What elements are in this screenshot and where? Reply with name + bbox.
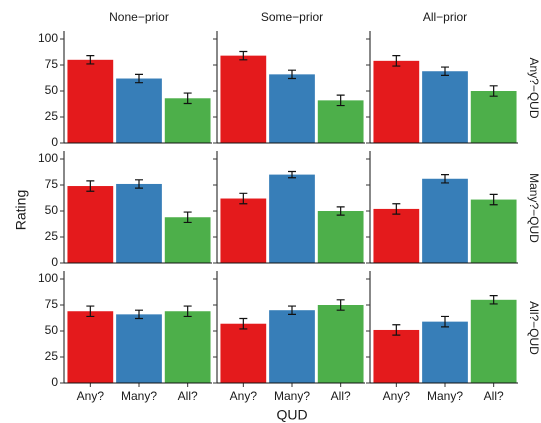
error-bar — [135, 309, 143, 320]
y-tick-label: 0 — [51, 375, 58, 389]
y-tick-label: 25 — [45, 109, 59, 123]
error-bar — [392, 55, 401, 67]
bar — [373, 208, 420, 263]
error-bar — [239, 192, 248, 205]
y-tick-label: 50 — [45, 83, 59, 97]
y-tick-label: 75 — [45, 177, 59, 191]
bar — [317, 211, 364, 263]
error-bar — [239, 50, 248, 61]
bar — [470, 299, 517, 383]
bar — [220, 198, 267, 263]
bar — [116, 314, 162, 383]
bar — [67, 59, 114, 143]
bar — [422, 321, 468, 383]
error-bar — [336, 206, 345, 216]
bar — [164, 217, 211, 263]
x-tick-label: Many? — [427, 389, 463, 403]
bar — [422, 178, 468, 263]
bar — [116, 78, 162, 143]
x-axis-title: QUD — [276, 407, 307, 423]
y-tick-label: 0 — [51, 135, 58, 149]
y-tick-label: 100 — [38, 151, 58, 165]
error-bar — [86, 180, 95, 192]
error-bar — [183, 305, 192, 318]
row-strip-label: All?−QUD — [527, 301, 541, 355]
y-axis-title: Rating — [13, 190, 29, 230]
column-title: None−prior — [109, 10, 169, 24]
bar — [470, 91, 517, 143]
x-tick-label: Any? — [77, 389, 105, 403]
error-bar — [441, 315, 449, 328]
column-title: Some−prior — [261, 10, 323, 24]
error-bar — [183, 211, 192, 224]
bar — [220, 55, 267, 143]
x-tick-label: Any? — [383, 389, 411, 403]
bar — [269, 310, 315, 383]
row-strip-label: Many?−QUD — [527, 173, 541, 243]
bar — [470, 199, 517, 263]
error-bar — [288, 305, 296, 315]
error-bar — [489, 295, 498, 305]
y-tick-label: 25 — [45, 229, 59, 243]
y-tick-label: 100 — [38, 271, 58, 285]
bar — [116, 183, 162, 263]
error-bar — [86, 305, 95, 318]
error-bar — [392, 324, 401, 336]
error-bar — [288, 170, 296, 179]
y-tick-label: 75 — [45, 57, 59, 71]
x-tick-label: Any? — [230, 389, 258, 403]
y-tick-label: 25 — [45, 349, 59, 363]
bar — [373, 60, 420, 144]
bar — [164, 98, 211, 143]
x-tick-label: All? — [178, 389, 198, 403]
error-bar — [336, 299, 345, 311]
y-tick-label: 75 — [45, 297, 59, 311]
bar — [67, 186, 114, 263]
error-bar — [86, 55, 95, 65]
row-strip-label: Any?−QUD — [527, 57, 541, 118]
y-tick-label: 50 — [45, 203, 59, 217]
bar — [317, 100, 364, 143]
x-tick-label: All? — [484, 389, 504, 403]
bar — [373, 329, 420, 383]
bar — [317, 305, 364, 383]
bar — [269, 174, 315, 263]
error-bar — [135, 73, 143, 84]
x-tick-label: Many? — [121, 389, 157, 403]
error-bar — [392, 203, 401, 215]
bar — [422, 71, 468, 143]
error-bar — [183, 92, 192, 105]
error-bar — [239, 317, 248, 330]
error-bar — [441, 174, 449, 184]
error-bar — [336, 94, 345, 107]
bar — [67, 311, 114, 383]
column-title: All−prior — [423, 10, 467, 24]
x-tick-label: All? — [331, 389, 351, 403]
error-bar — [489, 85, 498, 97]
x-tick-label: Many? — [274, 389, 310, 403]
error-bar — [441, 66, 449, 76]
y-tick-label: 100 — [38, 31, 58, 45]
bar — [220, 323, 267, 383]
y-tick-label: 0 — [51, 255, 58, 269]
y-tick-label: 50 — [45, 323, 59, 337]
error-bar — [135, 179, 143, 189]
error-bar — [288, 69, 296, 80]
error-bar — [489, 193, 498, 206]
bar — [269, 74, 315, 143]
bar — [164, 311, 211, 383]
